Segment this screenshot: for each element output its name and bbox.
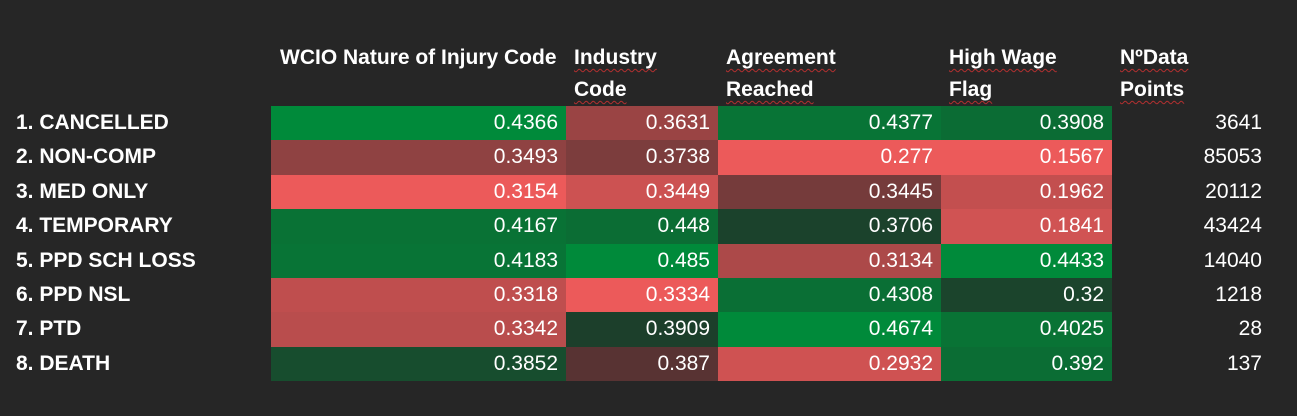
data-points-value: 3641 [1215, 111, 1262, 134]
heatmap-cell: 0.3908 [941, 106, 1112, 140]
heatmap-cell: 0.4167 [271, 209, 566, 244]
data-points-value: 85053 [1203, 145, 1262, 168]
row-label: 4. TEMPORARY [16, 214, 173, 237]
heatmap-cell: 0.3445 [718, 175, 941, 209]
column-header-high-wage-flag: High Wage Flag [949, 42, 1089, 106]
heatmap-cell: 0.3852 [271, 347, 566, 381]
heatmap-cell: 0.3706 [718, 209, 941, 244]
column-header-data-points-text: NºData Points [1120, 46, 1189, 101]
heatmap-cell: 0.485 [566, 244, 718, 278]
heatmap-cell: 0.3342 [271, 312, 566, 347]
column-header-industry-code: Industry Code [574, 42, 714, 106]
heatmap-cell: 0.3493 [271, 140, 566, 175]
heatmap-cell: 0.3738 [566, 140, 718, 175]
heatmap-cell: 0.4674 [718, 312, 941, 347]
column-header-high-wage-flag-text: High Wage Flag [949, 46, 1057, 101]
heatmap-cell: 0.3154 [271, 175, 566, 209]
heatmap-cell: 0.32 [941, 278, 1112, 312]
heatmap-cell: 0.392 [941, 347, 1112, 381]
data-points-value: 1218 [1215, 283, 1262, 306]
column-header-nature-of-injury: WCIO Nature of Injury Code [280, 46, 557, 69]
row-label: 2. NON-COMP [16, 145, 157, 168]
heatmap-cell: 0.4183 [271, 244, 566, 278]
heatmap-cell: 0.3449 [566, 175, 718, 209]
heatmap-cell: 0.1567 [941, 140, 1112, 175]
row-label: 3. MED ONLY [16, 180, 149, 203]
heatmap-cell: 0.4433 [941, 244, 1112, 278]
row-label: 6. PPD NSL [16, 283, 131, 306]
heatmap-cell: 0.2932 [718, 347, 941, 381]
column-header-agreement-reached: Agreement Reached [726, 42, 926, 106]
data-points-value: 137 [1226, 352, 1262, 375]
heatmap-cell: 0.387 [566, 347, 718, 381]
heatmap-cell: 0.3909 [566, 312, 718, 347]
column-header-agreement-reached-text: Agreement Reached [726, 46, 836, 101]
heatmap-cell: 0.4366 [271, 106, 566, 140]
row-label: 5. PPD SCH LOSS [16, 249, 196, 272]
data-points-value: 43424 [1203, 214, 1262, 237]
heatmap-cell: 0.3134 [718, 244, 941, 278]
heatmap-cell: 0.4308 [718, 278, 941, 312]
heatmap-cell: 0.4025 [941, 312, 1112, 347]
data-points-value: 20112 [1205, 180, 1262, 203]
row-label: 8. DEATH [16, 352, 111, 375]
row-label: 1. CANCELLED [16, 111, 169, 134]
heatmap-cell: 0.1841 [941, 209, 1112, 244]
heatmap-cell: 0.3318 [271, 278, 566, 312]
row-label: 7. PTD [16, 317, 82, 340]
heatmap-cell: 0.277 [718, 140, 941, 175]
heatmap-cell: 0.448 [566, 209, 718, 244]
data-points-value: 28 [1238, 317, 1262, 340]
column-header-industry-code-text: Industry Code [574, 46, 657, 101]
heatmap-cell: 0.3631 [566, 106, 718, 140]
data-points-value: 14040 [1203, 249, 1262, 272]
heatmap-cell: 0.4377 [718, 106, 941, 140]
column-header-data-points: NºData Points [1120, 42, 1240, 106]
heatmap-cell: 0.3334 [566, 278, 718, 312]
heatmap-cell: 0.1962 [941, 175, 1112, 209]
